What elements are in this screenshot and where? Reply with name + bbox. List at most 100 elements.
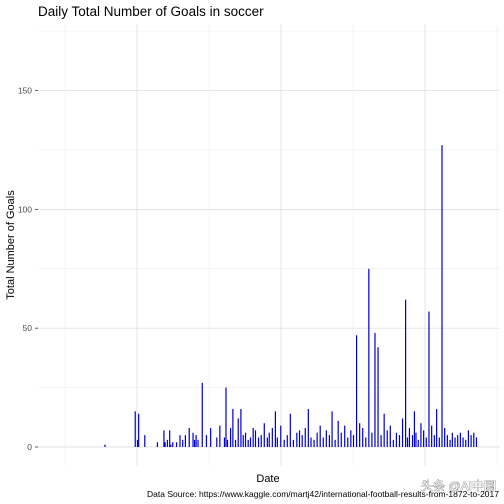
bar [274, 411, 276, 447]
bar [138, 413, 140, 447]
bar [451, 432, 453, 447]
bar [136, 439, 139, 447]
bar [316, 432, 318, 447]
bar [337, 420, 339, 447]
bar [374, 332, 376, 447]
bar [205, 435, 208, 447]
bar [365, 437, 367, 447]
bar [289, 413, 291, 447]
y-tick-label: 0 [27, 442, 32, 452]
bar [169, 430, 171, 447]
bar [319, 425, 321, 447]
bar [459, 432, 461, 447]
bar [355, 335, 358, 447]
bar [182, 439, 184, 447]
bar [350, 430, 352, 447]
bar [313, 439, 315, 447]
grid [38, 24, 500, 466]
bar [340, 432, 342, 447]
bar [401, 418, 404, 447]
bar [368, 268, 370, 447]
bar [301, 435, 303, 447]
bar [166, 439, 168, 447]
bar [408, 427, 411, 447]
bar [386, 430, 388, 447]
bar [359, 423, 361, 447]
bar [164, 442, 166, 447]
bar [362, 427, 364, 447]
data-source-caption: Data Source: https://www.kaggle.com/mart… [147, 489, 499, 499]
bar [197, 439, 199, 447]
y-axis-title: Total Number of Goals [5, 190, 17, 300]
bar [280, 425, 282, 447]
bar [383, 413, 385, 447]
bar [286, 435, 288, 447]
bar [134, 411, 136, 447]
bar [232, 408, 234, 447]
bar [413, 411, 416, 447]
bar [254, 430, 257, 447]
bar [438, 437, 440, 447]
bar [210, 427, 212, 447]
bar [252, 427, 254, 447]
bar [377, 347, 379, 447]
bar [352, 435, 355, 447]
bars [104, 145, 478, 447]
bar [428, 311, 430, 447]
bar [457, 435, 459, 447]
bar [405, 299, 407, 447]
bar [172, 442, 174, 447]
bar [470, 435, 472, 447]
bar [268, 432, 270, 447]
bar [201, 382, 203, 447]
bar [417, 439, 419, 447]
bar [193, 439, 196, 447]
bar [431, 425, 433, 447]
bar [234, 439, 237, 447]
bar [104, 444, 106, 447]
bar [247, 439, 249, 447]
bar [344, 425, 346, 447]
bar [170, 444, 172, 447]
bar [398, 435, 401, 447]
y-axis: 0 50 100 150 [18, 86, 38, 452]
bar [257, 437, 260, 447]
bar [331, 411, 333, 447]
bar [423, 430, 425, 447]
chart-title: Daily Total Number of Goals in soccer [38, 4, 264, 19]
y-tick-label: 50 [23, 323, 33, 333]
bar [263, 423, 265, 447]
bar [449, 439, 451, 447]
bar [307, 408, 309, 447]
bar [240, 408, 242, 447]
bar [298, 430, 301, 447]
bar [441, 145, 443, 447]
bar [475, 437, 478, 447]
bar [156, 442, 159, 447]
bar [444, 427, 446, 447]
bar [465, 439, 467, 447]
bar [225, 387, 227, 447]
bar [192, 432, 194, 447]
bar [216, 437, 218, 447]
watermark-text: 头条 @AI中国 [421, 478, 496, 493]
bar [454, 437, 456, 447]
bar [425, 437, 427, 447]
bar [249, 437, 252, 447]
bar [223, 437, 226, 447]
bar [296, 432, 298, 447]
bar [395, 432, 398, 447]
bar [392, 439, 394, 447]
bar [292, 439, 294, 447]
bar [283, 439, 285, 447]
bar [195, 435, 197, 447]
bar [276, 437, 278, 447]
bar [322, 437, 324, 447]
bar [144, 435, 146, 447]
bar [406, 437, 409, 447]
bar [473, 432, 475, 447]
bar [310, 437, 312, 447]
bar [411, 435, 414, 447]
bar [334, 439, 336, 447]
